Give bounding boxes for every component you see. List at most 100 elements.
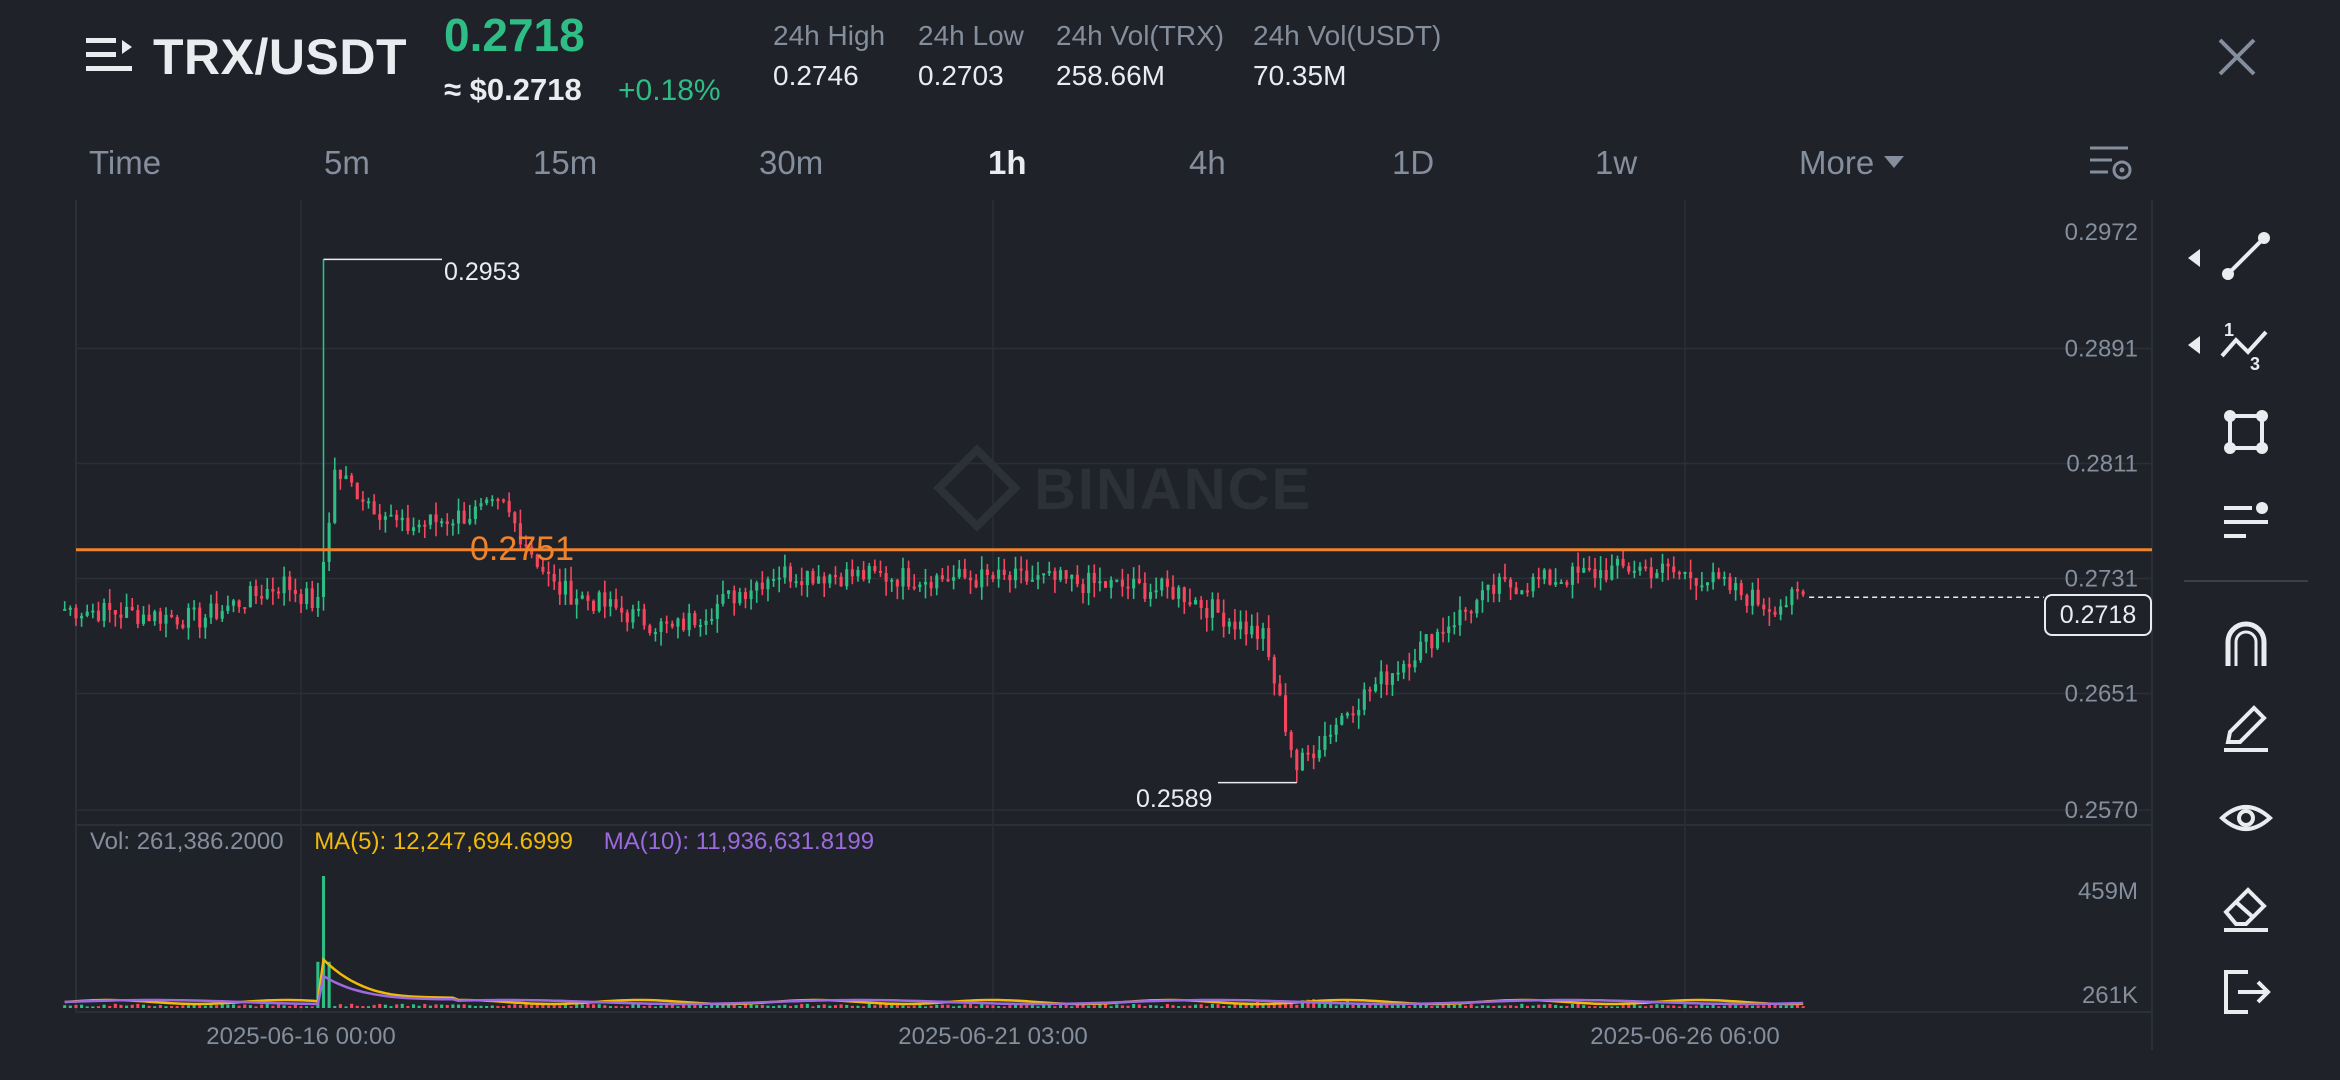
candle-body bbox=[1705, 582, 1710, 586]
volume-bar bbox=[1047, 1003, 1051, 1008]
volume-bar bbox=[428, 1005, 432, 1008]
pair-title[interactable]: TRX/USDT bbox=[153, 29, 407, 85]
volume-bar bbox=[682, 1004, 686, 1008]
candle-body bbox=[839, 576, 843, 587]
volume-bar bbox=[1053, 1006, 1057, 1008]
tab-more[interactable]: More bbox=[1799, 144, 1905, 182]
exit-icon[interactable] bbox=[2218, 964, 2274, 1020]
expand-caret-icon[interactable] bbox=[2188, 249, 2200, 267]
volume-bar bbox=[1480, 1005, 1485, 1008]
volume-bar bbox=[833, 1005, 838, 1008]
candle-body bbox=[783, 566, 787, 578]
volume-bar bbox=[1340, 1003, 1344, 1008]
candle-body bbox=[552, 573, 556, 582]
volume-bar bbox=[586, 1003, 590, 1008]
expand-caret-icon[interactable] bbox=[2188, 336, 2200, 354]
candle-body bbox=[1604, 570, 1608, 580]
tab-30m[interactable]: 30m bbox=[759, 144, 824, 181]
eye-icon[interactable] bbox=[2218, 790, 2274, 846]
volume-bar bbox=[1188, 1005, 1192, 1008]
tab-4h[interactable]: 4h bbox=[1189, 144, 1226, 181]
trend-line-icon[interactable] bbox=[2218, 228, 2274, 284]
candle-body bbox=[1148, 592, 1153, 599]
candle-body bbox=[485, 499, 489, 504]
candle-body bbox=[974, 580, 978, 588]
tab-1w[interactable]: 1w bbox=[1595, 144, 1638, 181]
stat-low-label: 24h Low bbox=[918, 20, 1024, 51]
candle-body bbox=[890, 579, 894, 582]
candle-body bbox=[991, 575, 995, 579]
candle-body bbox=[1227, 621, 1231, 627]
eraser-icon[interactable] bbox=[2218, 878, 2274, 934]
volume-bar bbox=[473, 1006, 477, 1008]
candle-body bbox=[1694, 578, 1698, 586]
volume-bar bbox=[957, 1005, 961, 1008]
volume-bar bbox=[1492, 1006, 1496, 1008]
candle-body bbox=[344, 475, 348, 480]
candle-body bbox=[1447, 626, 1451, 633]
volume-bar bbox=[637, 1004, 641, 1008]
text-lines-icon[interactable] bbox=[2218, 492, 2274, 548]
candle-body bbox=[243, 607, 247, 610]
candle-body bbox=[80, 615, 84, 619]
volume-bar bbox=[580, 1004, 584, 1008]
volume-bar bbox=[226, 1004, 230, 1008]
volume-bar bbox=[1604, 1005, 1608, 1008]
candle-body bbox=[350, 475, 354, 483]
volume-bar bbox=[271, 1005, 275, 1008]
volume-bar bbox=[710, 1003, 714, 1008]
volume-bar bbox=[141, 1004, 146, 1008]
candle-body bbox=[637, 608, 641, 611]
volume-bar bbox=[1649, 1005, 1653, 1008]
price-chart[interactable]: 0.2972 0.2891 0.2811 0.2731 0.2651 0.2570 2025… bbox=[0, 0, 2160, 1080]
tab-5m[interactable]: 5m bbox=[324, 144, 370, 181]
candle-body bbox=[687, 613, 691, 631]
candle-body bbox=[1154, 590, 1158, 593]
volume-bar bbox=[732, 1004, 736, 1008]
candle-body bbox=[957, 568, 961, 578]
volume-bar bbox=[1064, 1004, 1068, 1008]
candle-body bbox=[1222, 612, 1226, 627]
magnet-icon[interactable] bbox=[2218, 614, 2274, 670]
candle-body bbox=[203, 617, 207, 628]
candle-body bbox=[220, 611, 224, 619]
candle-body bbox=[186, 607, 191, 628]
volume-bar bbox=[743, 1004, 748, 1008]
candle-body bbox=[434, 514, 438, 523]
candle-body bbox=[1362, 689, 1366, 710]
volume-bar bbox=[361, 1006, 365, 1008]
candle-body bbox=[1261, 628, 1265, 639]
tab-time[interactable]: Time bbox=[89, 144, 162, 181]
volume-bar bbox=[535, 1004, 539, 1008]
volume-bar bbox=[1509, 1005, 1513, 1008]
tab-1d[interactable]: 1D bbox=[1392, 144, 1435, 181]
tab-15m[interactable]: 15m bbox=[533, 144, 598, 181]
pencil-icon[interactable] bbox=[2218, 700, 2274, 756]
volume-bar bbox=[1689, 1006, 1693, 1008]
candle-body bbox=[260, 596, 264, 599]
candle-body bbox=[940, 575, 944, 580]
volume-bar bbox=[530, 1005, 534, 1008]
candle-body bbox=[1570, 566, 1575, 585]
volume-bar bbox=[867, 1003, 871, 1008]
candle-body bbox=[1627, 566, 1631, 572]
tab-1h[interactable]: 1h bbox=[988, 144, 1027, 181]
volume-bar bbox=[1233, 1003, 1237, 1008]
volume-bar bbox=[788, 1005, 793, 1008]
close-icon[interactable] bbox=[2212, 32, 2262, 82]
candle-body bbox=[440, 521, 444, 524]
volume-bar bbox=[1722, 1005, 1726, 1008]
volume-bar bbox=[1165, 1004, 1169, 1008]
fibonacci-icon[interactable]: 1 3 bbox=[2218, 316, 2274, 374]
candle-body bbox=[1520, 590, 1524, 595]
shape-icon[interactable] bbox=[2218, 404, 2274, 460]
chart-settings-icon[interactable] bbox=[2088, 142, 2134, 184]
volume-bar bbox=[592, 1004, 596, 1008]
volume-bar bbox=[333, 1006, 337, 1008]
menu-icon[interactable] bbox=[84, 30, 134, 80]
volume-bar bbox=[186, 1005, 191, 1008]
candle-body bbox=[631, 609, 635, 623]
candle-body bbox=[462, 510, 466, 524]
volume-bar bbox=[1514, 1005, 1518, 1008]
price-axis-label: 0.2570 bbox=[2065, 797, 2138, 824]
